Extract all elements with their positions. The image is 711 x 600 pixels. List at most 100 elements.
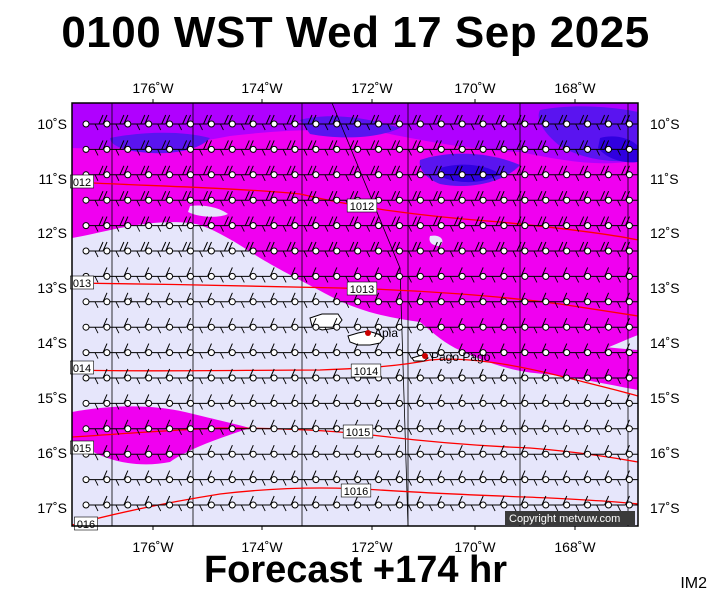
wind-barb-feather xyxy=(123,444,129,455)
wind-barb xyxy=(458,394,484,410)
wind-barb xyxy=(479,470,505,486)
wind-barb-feather xyxy=(269,394,275,404)
wind-barb-feather xyxy=(491,301,496,309)
wind-barb xyxy=(563,292,589,309)
wind-barb-feather xyxy=(370,241,376,252)
station-circle xyxy=(479,145,487,153)
station-circle xyxy=(396,145,403,153)
wind-barb-feather xyxy=(157,352,162,359)
station-circle xyxy=(479,476,487,484)
wind-barb-feather xyxy=(575,428,580,436)
wind-barb-feather xyxy=(303,225,308,232)
wind-barb-feather xyxy=(282,276,287,283)
wind-barb-feather xyxy=(248,419,254,430)
wind-barb-feather xyxy=(449,479,454,486)
wind-barb xyxy=(479,190,505,207)
station-circle xyxy=(82,145,90,153)
station-circle xyxy=(291,349,299,357)
wind-barb xyxy=(270,241,296,258)
wind-barb-feather xyxy=(165,267,171,277)
calm-patch-1 xyxy=(188,205,228,217)
station-circle xyxy=(82,120,90,128)
station-circle xyxy=(542,374,550,382)
station-circle xyxy=(479,399,487,407)
wind-barb-feather xyxy=(387,123,392,131)
station-circle xyxy=(187,349,194,357)
station-circle xyxy=(312,399,320,407)
wind-barb-feather xyxy=(395,190,401,201)
wind-barb-feather xyxy=(261,199,266,207)
wind-barb xyxy=(333,114,359,131)
wind-barb xyxy=(166,114,192,131)
wind-barb-feather xyxy=(199,225,203,232)
wind-barb-feather xyxy=(387,453,392,461)
station-circle xyxy=(542,323,550,331)
wind-barb-feather xyxy=(428,199,433,207)
station-circle xyxy=(228,399,236,407)
wind-barb-feather xyxy=(617,403,621,410)
wind-barb xyxy=(396,216,421,232)
wind-barb xyxy=(354,216,380,232)
wind-barb-feather xyxy=(478,495,484,506)
wind-barb xyxy=(228,394,254,410)
station-circle xyxy=(584,171,592,179)
wind-barb-feather xyxy=(491,250,496,258)
wind-barb-feather xyxy=(646,420,650,429)
station-circle xyxy=(103,374,111,382)
wind-barb-feather xyxy=(596,428,601,436)
wind-barb xyxy=(416,114,442,131)
wind-barb-feather xyxy=(94,504,99,512)
station-circle xyxy=(291,425,299,433)
station-circle xyxy=(563,222,571,230)
wind-barb-feather xyxy=(144,394,150,404)
wind-barb-feather xyxy=(575,403,580,410)
wind-barb-feather xyxy=(98,216,104,226)
wind-barb-feather xyxy=(470,453,475,461)
wind-barb-feather xyxy=(516,114,522,125)
wind-barb-feather xyxy=(115,453,120,461)
station-circle xyxy=(291,222,299,230)
station-circle xyxy=(270,349,278,357)
station-circle xyxy=(500,247,508,255)
wind-barb-feather xyxy=(261,250,266,258)
wind-barb-feather xyxy=(412,241,417,252)
wind-barb xyxy=(207,140,233,156)
wind-barb xyxy=(103,114,129,131)
station-circle xyxy=(166,349,174,357)
wind-barb xyxy=(187,165,212,182)
wind-barb-feather xyxy=(311,419,317,430)
wind-barb-feather xyxy=(219,276,224,283)
station-circle xyxy=(187,374,194,382)
station-circle xyxy=(82,247,90,255)
station-circle xyxy=(416,450,424,458)
station-circle xyxy=(521,298,529,306)
wind-barb-feather xyxy=(541,190,547,201)
wind-barb xyxy=(103,140,129,156)
station-circle xyxy=(207,501,215,509)
wind-barb-feather xyxy=(558,241,564,252)
wind-barb-feather xyxy=(537,114,543,125)
wind-barb-feather xyxy=(219,403,224,410)
wind-barb-feather xyxy=(642,217,646,226)
station-circle xyxy=(124,349,132,357)
wind-barb-feather xyxy=(182,114,188,125)
station-circle xyxy=(103,476,111,484)
wind-barb-feather xyxy=(374,292,380,303)
wind-barb-feather xyxy=(499,470,505,480)
wind-barb-feather xyxy=(395,470,401,480)
wind-barb xyxy=(312,216,338,232)
calm-island-north xyxy=(228,250,328,312)
wind-barb-feather xyxy=(269,317,275,328)
wind-barb-feather xyxy=(474,165,480,176)
wind-barb-feather xyxy=(478,241,484,252)
wind-barb-feather xyxy=(366,250,371,258)
wind-barb-feather xyxy=(186,317,192,328)
station-circle xyxy=(103,425,111,433)
station-circle xyxy=(82,222,90,230)
wind-barb-feather xyxy=(642,115,646,124)
station-circle xyxy=(249,272,257,280)
wind-barb-feather xyxy=(207,444,212,455)
wind-barb xyxy=(542,394,568,410)
station-circle xyxy=(291,323,299,331)
wind-barb xyxy=(605,241,630,258)
